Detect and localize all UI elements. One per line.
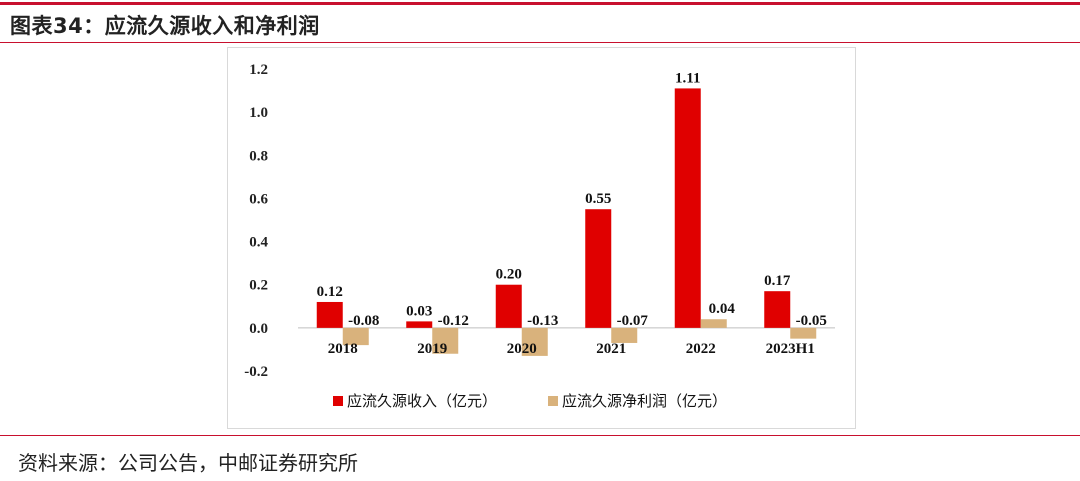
revenue-bar-2023H1 bbox=[764, 291, 791, 328]
y-axis-ticks: -0.2 0.0 0.2 0.4 0.6 0.8 1.0 1.2 bbox=[244, 62, 268, 380]
net-profit-bar-2019 bbox=[432, 327, 459, 354]
source-note: 资料来源：公司公告，中邮证券研究所 bbox=[18, 451, 358, 475]
source-rule bbox=[0, 435, 1080, 436]
bar-chart: -0.20.00.20.40.60.81.01.2 0.12-0.080.03-… bbox=[244, 62, 835, 410]
net-profit-label-2020: -0.13 bbox=[527, 313, 558, 329]
revenue-label-2023H1: 0.17 bbox=[764, 273, 791, 289]
net-profit-label-2021: -0.07 bbox=[617, 313, 649, 329]
top-accent-rule bbox=[0, 2, 1080, 5]
revenue-bar-2019 bbox=[406, 321, 433, 328]
net-profit-label-2018: -0.08 bbox=[348, 313, 379, 329]
revenue-label-2018: 0.12 bbox=[317, 284, 343, 300]
legend-swatch-0 bbox=[333, 396, 343, 406]
figure-title: 图表34：应流久源收入和净利润 bbox=[10, 14, 320, 38]
chart-frame: -0.2 0.0 0.2 0.4 0.6 0.8 1.0 1.2 0.12 -0.08 0.03-… bbox=[227, 47, 856, 429]
net-profit-bar-2021 bbox=[611, 327, 638, 343]
revenue-bar-2020 bbox=[495, 284, 522, 328]
category-label-2018: 2018 bbox=[328, 341, 358, 357]
y-tick-label: 0.2 bbox=[249, 278, 268, 294]
y-tick-label: 0.6 bbox=[249, 191, 268, 207]
bars bbox=[316, 88, 817, 356]
legend-swatch-1 bbox=[548, 396, 558, 406]
category-label-2023H1: 2023H1 bbox=[766, 341, 815, 357]
net-profit-bar-2018 bbox=[342, 327, 369, 346]
category-label-2020: 2020 bbox=[507, 341, 537, 357]
net-profit-label-2019: -0.12 bbox=[438, 313, 469, 329]
net-profit-bar-2023H1 bbox=[790, 327, 817, 339]
revenue-label-2022: 1.11 bbox=[675, 70, 700, 86]
y-tick-label: 1.0 bbox=[249, 105, 268, 121]
y-tick-label: -0.2 bbox=[244, 364, 268, 380]
legend: 应流久源收入（亿元） 应流久源净利润（亿元） bbox=[333, 392, 727, 410]
category-labels: 2018 2019 2020 2021 2022 2023H1 bbox=[328, 341, 815, 357]
net-profit-label-2022: 0.04 bbox=[709, 301, 736, 317]
legend-label-0: 应流久源收入（亿元） bbox=[347, 392, 497, 410]
data-labels: 0.12 -0.08 0.03 -0.12 0.20 -0.13 0.55 -0.07 1.11… bbox=[317, 70, 827, 328]
title-rule bbox=[0, 42, 1080, 43]
revenue-bar-2018 bbox=[316, 301, 343, 328]
revenue-label-2020: 0.20 bbox=[496, 267, 522, 283]
revenue-bar-2021 bbox=[585, 209, 612, 328]
revenue-bar-2022 bbox=[674, 88, 701, 328]
y-tick-label: 0.8 bbox=[249, 148, 268, 164]
net-profit-bar-2020 bbox=[521, 327, 548, 356]
category-label-2021: 2021 bbox=[596, 341, 626, 357]
category-label-2022: 2022 bbox=[686, 341, 716, 357]
legend-label-1: 应流久源净利润（亿元） bbox=[562, 392, 727, 410]
y-tick-label: 1.2 bbox=[249, 62, 268, 78]
revenue-label-2019: 0.03 bbox=[406, 303, 432, 319]
y-tick-label: 0.4 bbox=[249, 235, 268, 251]
category-label-2019: 2019 bbox=[417, 341, 447, 357]
net-profit-label-2023H1: -0.05 bbox=[796, 313, 827, 329]
y-tick-label: 0.0 bbox=[249, 321, 268, 337]
net-profit-bar-2022 bbox=[700, 319, 727, 328]
revenue-label-2021: 0.55 bbox=[585, 191, 611, 207]
